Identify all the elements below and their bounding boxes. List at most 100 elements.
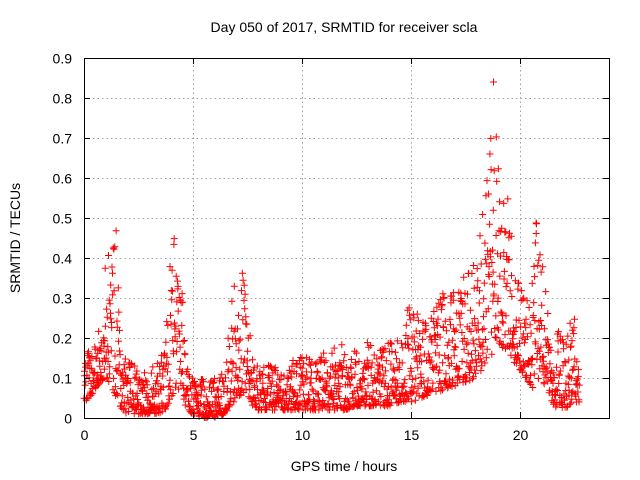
data-point bbox=[536, 251, 544, 259]
data-point bbox=[200, 378, 207, 386]
data-point bbox=[164, 368, 171, 376]
data-point bbox=[464, 339, 472, 347]
y-tick-label: 0.1 bbox=[53, 371, 73, 387]
data-point bbox=[398, 359, 406, 367]
data-point bbox=[323, 383, 331, 391]
data-point bbox=[552, 385, 560, 393]
data-point bbox=[561, 396, 568, 404]
data-point bbox=[133, 367, 141, 375]
data-point bbox=[534, 261, 542, 269]
data-point bbox=[236, 335, 244, 343]
data-point bbox=[392, 376, 400, 384]
x-tick-labels: 0 5 10 15 20 bbox=[81, 427, 529, 443]
data-point bbox=[475, 299, 483, 307]
data-point bbox=[498, 318, 506, 326]
data-point bbox=[317, 376, 325, 383]
data-point bbox=[99, 375, 107, 383]
data-point bbox=[162, 338, 170, 346]
x-tick-label: 5 bbox=[190, 427, 198, 443]
data-point bbox=[182, 392, 190, 399]
data-point bbox=[464, 349, 472, 357]
data-point bbox=[570, 363, 578, 371]
data-point bbox=[297, 354, 305, 361]
data-point bbox=[229, 360, 237, 368]
data-point bbox=[227, 395, 235, 403]
data-point bbox=[572, 377, 580, 385]
data-point bbox=[381, 344, 389, 352]
data-point bbox=[566, 400, 574, 408]
data-point bbox=[161, 349, 169, 357]
data-point bbox=[210, 379, 218, 386]
data-point bbox=[492, 312, 500, 320]
data-point bbox=[516, 339, 523, 347]
data-point bbox=[443, 341, 451, 349]
data-point bbox=[329, 403, 337, 411]
data-point bbox=[531, 239, 539, 247]
data-point bbox=[166, 395, 174, 403]
data-point bbox=[506, 287, 514, 295]
data-point bbox=[317, 354, 325, 362]
data-point bbox=[462, 378, 470, 386]
data-point bbox=[420, 378, 428, 386]
data-point bbox=[540, 380, 548, 388]
data-point bbox=[338, 372, 346, 380]
data-point bbox=[283, 390, 291, 398]
data-point bbox=[101, 264, 109, 272]
data-point bbox=[300, 359, 308, 367]
data-point bbox=[500, 199, 508, 207]
data-point bbox=[250, 394, 258, 401]
data-point bbox=[447, 321, 454, 329]
data-point bbox=[172, 383, 179, 391]
data-point bbox=[336, 383, 344, 391]
data-point bbox=[344, 369, 352, 377]
data-point bbox=[505, 256, 513, 264]
data-point bbox=[417, 373, 425, 381]
data-point bbox=[470, 340, 478, 348]
data-point bbox=[472, 356, 480, 364]
data-point bbox=[369, 388, 377, 396]
data-point bbox=[334, 367, 342, 375]
data-point bbox=[438, 301, 446, 308]
data-point bbox=[115, 308, 123, 316]
data-point bbox=[328, 349, 336, 357]
data-point bbox=[479, 349, 487, 357]
data-point bbox=[339, 366, 347, 374]
data-point bbox=[167, 386, 175, 394]
data-point bbox=[181, 351, 189, 359]
data-point bbox=[567, 399, 575, 407]
data-point bbox=[201, 385, 209, 393]
data-point bbox=[461, 300, 469, 308]
data-point bbox=[319, 397, 327, 404]
data-point bbox=[176, 358, 184, 365]
data-point bbox=[476, 287, 483, 295]
data-point bbox=[104, 348, 112, 356]
data-point bbox=[330, 344, 338, 352]
data-point bbox=[170, 235, 178, 243]
data-point bbox=[110, 287, 118, 295]
data-point bbox=[168, 296, 176, 304]
data-point bbox=[399, 383, 407, 391]
data-point bbox=[130, 400, 138, 408]
data-point bbox=[296, 386, 304, 394]
data-point bbox=[240, 281, 248, 289]
data-point bbox=[388, 340, 396, 348]
data-point bbox=[473, 265, 481, 273]
data-point bbox=[313, 359, 321, 367]
data-point bbox=[553, 387, 561, 394]
data-point bbox=[400, 379, 408, 387]
data-point bbox=[489, 206, 497, 214]
data-point bbox=[105, 252, 112, 259]
data-point bbox=[431, 363, 439, 371]
data-point bbox=[493, 177, 501, 185]
data-point bbox=[216, 401, 224, 409]
data-point bbox=[476, 232, 484, 240]
data-point bbox=[504, 195, 512, 203]
data-point bbox=[471, 347, 479, 355]
data-point bbox=[514, 285, 522, 293]
data-point bbox=[542, 288, 550, 296]
data-point bbox=[208, 387, 216, 395]
data-point bbox=[165, 382, 173, 390]
data-point bbox=[498, 224, 506, 232]
data-point bbox=[163, 401, 171, 409]
data-point bbox=[358, 385, 366, 393]
